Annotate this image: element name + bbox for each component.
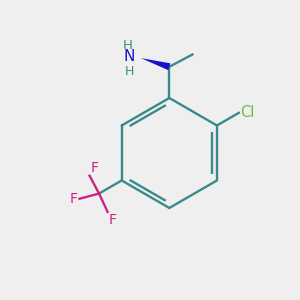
- Text: F: F: [91, 161, 99, 175]
- Text: F: F: [70, 192, 78, 206]
- Polygon shape: [141, 58, 170, 70]
- Text: Cl: Cl: [240, 105, 254, 120]
- Text: H: H: [125, 64, 134, 78]
- Text: H: H: [123, 38, 133, 52]
- Text: F: F: [109, 213, 116, 227]
- Text: N: N: [123, 50, 135, 64]
